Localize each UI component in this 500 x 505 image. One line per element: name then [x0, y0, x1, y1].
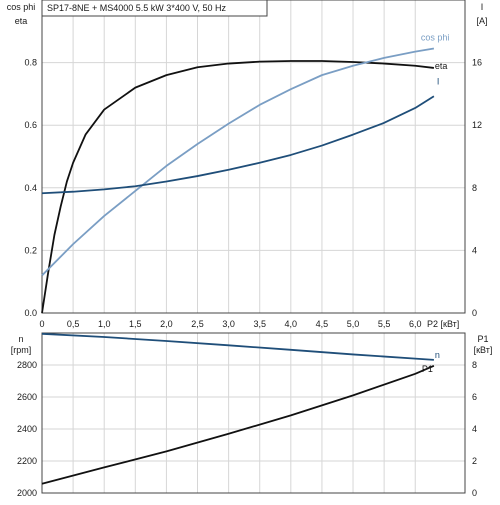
bottom-right-tick-label: 2 — [472, 456, 477, 466]
x-tick-label: 6,0 — [409, 319, 422, 329]
x-tick-label: 2,0 — [160, 319, 173, 329]
bottom-right-tick-label: 8 — [472, 360, 477, 370]
series-line-I — [41, 95, 435, 195]
bottom-chart: n [rpm] P1 [кВт] 2000 2200 2400 2600 2800 0 2 4… — [11, 332, 493, 498]
series-label-I: I — [437, 76, 440, 86]
top-plot-frame — [41, 0, 466, 314]
title-box — [41, 0, 268, 17]
series-line-n — [41, 332, 434, 361]
top-right-tick-label: 12 — [472, 120, 482, 130]
top-left-tick-label: 0.6 — [24, 120, 37, 130]
left-axis-label-eta: eta — [15, 16, 28, 26]
top-left-tick-label: 0.8 — [24, 58, 37, 68]
x-tick-label: 4,0 — [285, 319, 298, 329]
bottom-plot-frame — [41, 332, 466, 494]
x-tick-label: 0,5 — [67, 319, 80, 329]
bottom-right-axis-label-kw: [кВт] — [474, 345, 493, 355]
x-tick-label: 5,5 — [378, 319, 391, 329]
left-axis-label-cosphi: cos phi — [7, 2, 36, 12]
right-axis-label-unit-a: [A] — [476, 16, 487, 26]
x-tick-label: 3,5 — [253, 319, 266, 329]
bottom-left-tick-label: 2200 — [17, 456, 37, 466]
x-axis-label-p2: P2 [кВт] — [427, 319, 459, 329]
x-tick-label: 3,0 — [222, 319, 235, 329]
bottom-right-tick-label: 6 — [472, 392, 477, 402]
chart-title: SP17-8NE + MS4000 5.5 kW 3*400 V, 50 Hz — [47, 3, 227, 13]
right-axis-label-i: I — [481, 2, 484, 12]
bottom-left-tick-label: 2000 — [17, 488, 37, 498]
top-left-tick-label: 0.0 — [24, 308, 37, 318]
series-line-eta — [41, 60, 435, 314]
series-label-n: n — [435, 350, 440, 360]
series-label-P1: P1 — [422, 364, 433, 374]
top-right-tick-label: 16 — [472, 58, 482, 68]
x-tick-label: 0 — [39, 319, 44, 329]
bottom-right-tick-label: 4 — [472, 424, 477, 434]
x-tick-label: 4,5 — [316, 319, 329, 329]
top-chart: SP17-8NE + MS4000 5.5 kW 3*400 V, 50 Hz … — [7, 0, 488, 329]
top-right-tick-label: 8 — [472, 183, 477, 193]
bottom-left-axis-label-rpm: [rpm] — [11, 345, 32, 355]
top-left-tick-label: 0.2 — [24, 245, 37, 255]
x-tick-label: 5,0 — [347, 319, 360, 329]
bottom-left-tick-label: 2600 — [17, 392, 37, 402]
x-tick-label: 2,5 — [191, 319, 204, 329]
x-tick-label: 1,0 — [98, 319, 111, 329]
series-line-cos-phi — [41, 47, 435, 277]
top-right-tick-label: 4 — [472, 245, 477, 255]
series-label-eta: eta — [435, 61, 448, 71]
bottom-left-tick-label: 2400 — [17, 424, 37, 434]
series-line-P1 — [41, 364, 435, 485]
top-right-tick-label: 0 — [472, 308, 477, 318]
series-label-cos-phi: cos phi — [421, 33, 450, 43]
top-left-tick-label: 0.4 — [24, 183, 37, 193]
bottom-right-tick-label: 0 — [472, 488, 477, 498]
bottom-left-axis-label-n: n — [18, 334, 23, 344]
x-tick-label: 1,5 — [129, 319, 142, 329]
bottom-right-axis-label-p1: P1 — [477, 334, 488, 344]
bottom-left-tick-label: 2800 — [17, 360, 37, 370]
